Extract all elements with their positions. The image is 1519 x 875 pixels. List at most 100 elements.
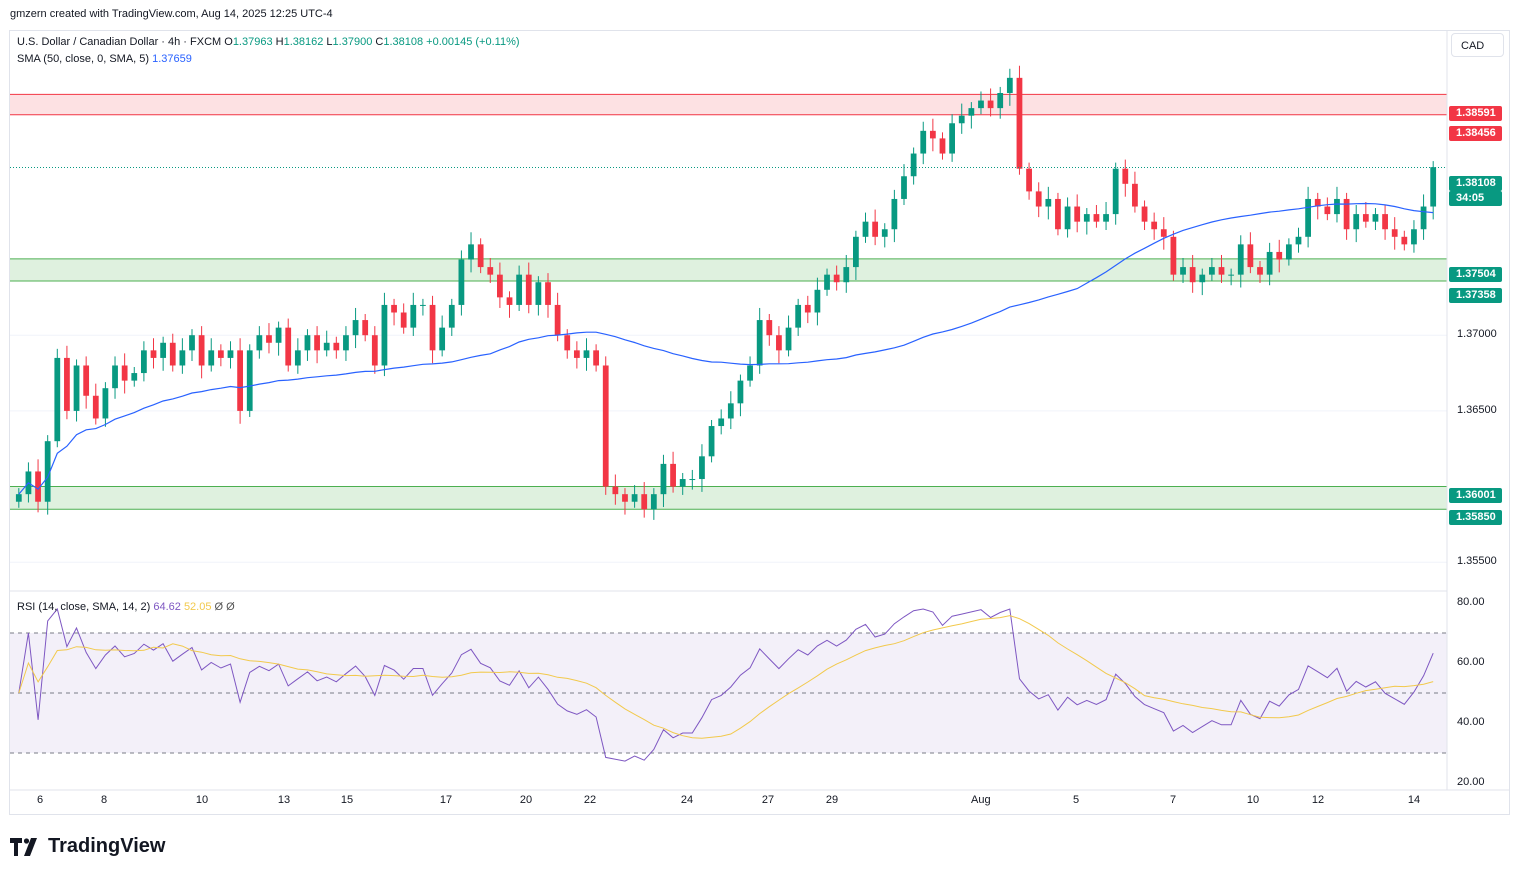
candle-body [160,342,167,358]
price-tag: 1.36001 [1449,488,1502,503]
candle-body [15,494,22,502]
time-axis-label: 6 [36,794,44,806]
candle-body [362,320,369,336]
rsi-legend[interactable]: RSI (14, close, SMA, 14, 2) 64.62 52.05 … [17,601,235,613]
grid-layer [10,334,1447,563]
candle-body [1334,198,1340,215]
candle-body [266,335,272,343]
candle-body [1170,236,1177,275]
support-zone [10,258,1447,282]
close-value: 1.38108 [383,36,424,48]
candle-body [939,138,946,154]
candle-body [217,350,224,358]
time-axis-label: 7 [1169,794,1177,806]
rsi-extra-1: Ø [214,601,224,613]
time-axis-label: 10 [195,794,209,806]
open-label: O [224,36,233,48]
candle-body [1180,267,1186,275]
time-axis-label: 17 [439,794,453,806]
candle-body [747,365,753,381]
time-axis-label: 14 [1407,794,1421,806]
candle-body [141,350,147,374]
candle-body [1083,214,1090,222]
time-axis-label: Aug [971,794,991,806]
logo-text: TradingView [48,835,166,857]
candle-body [554,304,561,336]
sma-line [18,202,1434,495]
candle-body [1305,198,1311,237]
candle-body [102,388,109,419]
candle-body [227,350,234,358]
candle-body [1420,206,1427,230]
candle-body [583,350,590,358]
candle-body [1314,198,1321,207]
candle-body [1295,236,1302,245]
price-tag: 34:05 [1449,191,1502,206]
candle-body [1064,206,1071,230]
zones-layer [10,93,1447,510]
candle-body [323,342,330,351]
chart-frame [9,30,1510,815]
candle-body [1074,206,1081,222]
candle-body [506,297,513,305]
candle-body [660,463,667,495]
candle-body [573,350,580,358]
candle-body [602,365,609,487]
candle-body [978,100,984,109]
candle-body [958,115,965,124]
candle-body [1045,198,1052,207]
candle-body [593,350,599,366]
candle-body [343,335,349,351]
candle-body [1132,183,1138,207]
candle-body [391,304,397,313]
candle-body [1093,214,1100,222]
candle-body [35,471,41,502]
candle-body [641,494,648,510]
candle-body [968,108,975,116]
time-axis-label: 8 [100,794,108,806]
time-axis-label: 15 [340,794,354,806]
candle-body [737,380,744,404]
price-tag: 1.37504 [1449,267,1502,282]
candle-body [1430,167,1437,207]
candle-body [54,357,61,442]
candle-body [150,350,157,358]
candle-body [189,335,195,351]
currency-button[interactable]: CAD [1451,33,1504,57]
candle-body [987,100,994,109]
symbol-legend[interactable]: U.S. Dollar / Canadian Dollar · 4h · FXC… [17,36,520,48]
candle-body [487,267,494,275]
candle-body [1382,214,1388,230]
sma-legend[interactable]: SMA (50, close, 0, SMA, 5) 1.37659 [17,53,192,65]
candle-body [1266,251,1273,275]
candle-body [545,282,551,305]
candle-body [179,350,186,366]
rsi-axis-label: 20.00 [1457,776,1485,788]
candle-body [795,304,802,328]
price-tag: 1.38591 [1449,106,1502,121]
sma-value: 1.37659 [152,53,192,65]
candle-body [997,92,1004,109]
candle-body [73,365,80,411]
candle-body [468,244,474,260]
candle-body [872,221,879,237]
candle-body [1372,214,1379,222]
candle-body [910,153,917,177]
price-axis-label: 1.37000 [1457,328,1497,341]
candle-body [1411,229,1417,245]
candle-body [1016,77,1023,169]
candle-body [699,456,705,480]
low-value: 1.37900 [332,36,373,48]
candle-body [1218,267,1225,275]
rsi-ma-line [18,615,1434,739]
candle-body [814,289,821,313]
sma-label: SMA (50, close, 0, SMA, 5) [17,53,150,65]
candle-body [64,357,70,411]
candle-body [650,494,657,510]
candle-body [920,130,927,154]
tradingview-logo[interactable]: TradingView [10,835,165,858]
rsi-axis-label: 80.00 [1457,596,1485,608]
candle-body [785,327,792,351]
close-label: C [375,36,384,48]
